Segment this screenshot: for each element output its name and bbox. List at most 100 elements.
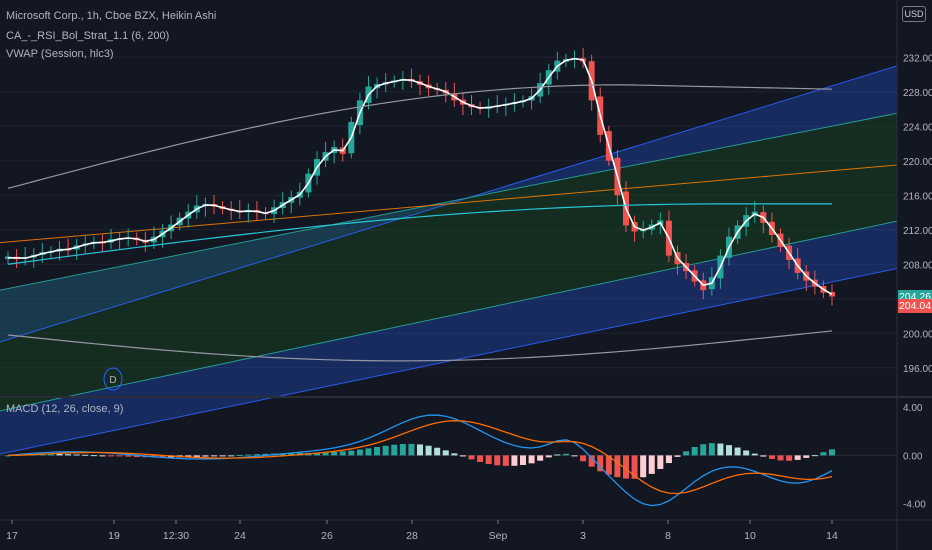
macd-axis-label: 4.00	[903, 403, 923, 414]
macd-histogram-bar	[811, 455, 818, 457]
channel-line	[0, 220, 898, 412]
macd-histogram-bar	[159, 455, 166, 458]
macd-histogram-bar	[116, 455, 123, 457]
macd-axis-label: -4.00	[903, 500, 926, 511]
macd-histogram-bar	[228, 455, 235, 457]
macd-histogram-bar	[700, 444, 707, 456]
price-axis-label: 216.00	[903, 191, 932, 202]
macd-histogram-bar	[674, 455, 681, 457]
macd-histogram-bar	[262, 453, 269, 456]
macd-histogram-bar	[356, 449, 363, 456]
price-axis-label: 196.00	[903, 364, 932, 375]
macd-histogram-bar	[253, 454, 260, 456]
macd-histogram-bar	[193, 455, 200, 457]
macd-histogram-bar	[90, 455, 97, 457]
channel-line	[0, 268, 898, 455]
time-axis-label: 8	[665, 530, 671, 542]
macd-histogram-bar	[691, 446, 698, 456]
macd-histogram-bar	[365, 448, 372, 456]
price-axis-label: 224.00	[903, 122, 932, 133]
macd-histogram-bar	[794, 455, 801, 460]
macd-histogram-bar	[511, 455, 518, 466]
macd-histogram-bar	[614, 455, 621, 478]
macd-histogram-bar	[331, 451, 338, 456]
macd-histogram-bar	[4, 455, 12, 457]
symbol-title: Microsoft Corp., 1h, Cboe BZX, Heikin As…	[6, 10, 217, 22]
time-axis-label: 14	[826, 530, 838, 542]
time-axis-label: Sep	[489, 530, 508, 542]
time-axis-label: 26	[321, 530, 333, 542]
macd-histogram-bar	[236, 454, 243, 456]
macd-histogram-bar	[631, 455, 638, 479]
macd-histogram-bar	[485, 455, 492, 464]
macd-histogram-bar	[708, 443, 715, 456]
time-axis-label: 12:30	[163, 530, 189, 542]
channel-middle-band	[0, 113, 897, 411]
macd-histogram-bar	[459, 455, 466, 457]
channel-line	[0, 164, 898, 244]
macd-histogram-bar	[185, 455, 192, 458]
time-axis-label: 17	[6, 530, 18, 542]
macd-histogram-bar	[56, 453, 63, 456]
macd-histogram-bar	[683, 451, 690, 456]
macd-histogram-bar	[382, 445, 389, 456]
macd-axis-label: 0.00	[903, 451, 923, 462]
price-axis-label: 228.00	[903, 88, 932, 99]
macd-histogram-bar	[468, 455, 475, 460]
macd-histogram-bar	[657, 455, 664, 469]
macd-histogram-bar	[210, 455, 218, 457]
macd-histogram-bar	[99, 455, 106, 457]
macd-histogram-bar	[622, 455, 630, 479]
macd-histogram-bar	[65, 454, 72, 456]
macd-histogram-bar	[786, 455, 793, 461]
macd-histogram-bar	[803, 455, 810, 458]
vwap-indicator-label[interactable]: VWAP (Session, hlc3)	[6, 48, 114, 60]
channel-lower-band	[0, 221, 897, 454]
macd-histogram-bar	[348, 450, 355, 456]
macd-histogram-bar	[133, 455, 140, 457]
macd-histogram-bar	[416, 444, 424, 456]
macd-histogram-bar	[399, 444, 406, 456]
macd-histogram-bar	[519, 455, 527, 465]
macd-histogram-bar	[605, 455, 612, 475]
price-axis-label: 208.00	[903, 260, 932, 271]
macd-histogram-bar	[545, 455, 552, 458]
macd-histogram-bar	[494, 455, 501, 466]
time-axis-label: 28	[406, 530, 418, 542]
macd-histogram-bar	[374, 447, 381, 456]
time-axis-label: 3	[580, 530, 586, 542]
macd-histogram-bar	[219, 455, 226, 457]
macd-histogram-bar	[597, 455, 604, 472]
macd-histogram-bar	[768, 455, 775, 459]
macd-histogram-bar	[562, 453, 569, 456]
macd-histogram-bar	[588, 455, 595, 467]
time-axis-label: 24	[234, 530, 246, 542]
macd-histogram-bar	[760, 455, 767, 457]
macd-histogram-bar	[640, 455, 647, 478]
macd-histogram-bar	[725, 445, 733, 456]
currency-button[interactable]: USD	[902, 6, 926, 22]
macd-histogram-bar	[434, 447, 441, 456]
signal-line	[7, 420, 833, 495]
vwap-price-tag: 204.04	[898, 299, 932, 314]
price-axis-label: 220.00	[903, 157, 932, 168]
macd-histogram-bar	[554, 454, 561, 456]
macd-histogram-bar	[202, 455, 209, 457]
macd-histogram-bar	[828, 449, 836, 456]
macd-histogram-bar	[425, 445, 432, 456]
strategy-indicator-label[interactable]: CA_-_RSI_Bol_Strat_1.1 (6, 200)	[6, 30, 170, 42]
macd-histogram-bar	[571, 455, 578, 457]
macd-histogram-bar	[313, 452, 321, 456]
macd-histogram-bar	[717, 443, 724, 456]
macd-histogram-bar	[408, 443, 415, 456]
macd-histogram-bar	[777, 455, 784, 461]
channel-line	[0, 112, 898, 291]
moving-average-line	[7, 203, 832, 265]
price-axis-label: 232.00	[903, 53, 932, 64]
macd-histogram-bar	[107, 455, 115, 457]
macd-histogram-bar	[820, 452, 827, 456]
macd-histogram-bar	[125, 455, 132, 457]
macd-histogram-bar	[245, 454, 252, 456]
macd-indicator-label[interactable]: MACD (12, 26, close, 9)	[6, 403, 124, 415]
